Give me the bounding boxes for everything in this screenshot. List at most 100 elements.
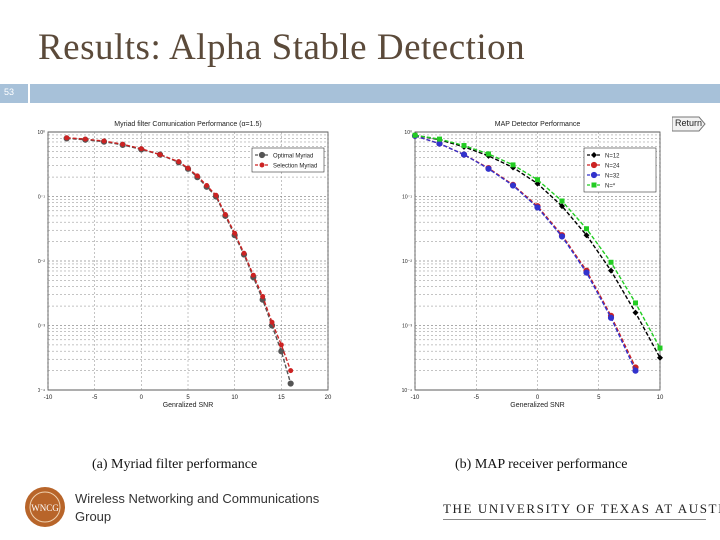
chart-b-legend-marker-0 [591,152,597,158]
chart-a-point-1 [120,141,126,147]
chart-a-legend-marker-1 [259,162,265,168]
caption-b: (b) MAP receiver performance [455,457,628,472]
chart-a-point-1 [185,165,191,171]
chart-b-point-3 [437,136,442,142]
chart-a-point-0 [278,348,285,355]
chart-a-point-1 [82,136,88,142]
chart-b-point-3 [633,300,638,306]
slide-title: Results: Alpha Stable Detection [38,27,526,68]
chart-b-x-tick: 10 [657,395,664,401]
chart-a-point-1 [288,368,294,374]
chart-b-point-3 [608,259,614,265]
chart-a-point-1 [213,192,219,198]
chart-b-y-tick: 10⁰ [404,130,412,136]
chart-b-point-2 [509,182,517,189]
chart-b-point-2 [558,233,566,240]
chart-b-point-2 [485,165,492,172]
chart-a-x-tick: 20 [325,395,332,401]
title-accent-bar [30,84,720,103]
chart-a-point-1 [138,146,144,152]
myriad-filter-chart: Myriad filter Comunication Performance (… [38,121,332,409]
chart-b-x-tick: -5 [474,395,480,401]
chart-a-point-1 [241,250,247,256]
chart-b-point-0 [657,354,663,361]
chart-b-point-3 [486,151,491,157]
chart-b-legend-marker-3 [591,182,597,188]
chart-a-x-tick: 5 [186,395,190,401]
chart-a-y-tick: 10⁰ [38,130,45,136]
university-name: THE UNIVERSITY OF TEXAS AT AUSTIN [443,501,720,516]
chart-b-point-2 [534,204,541,211]
logo-text: WNCG [31,503,59,513]
chart-a-legend-label-1: Selection Myriad [273,164,317,170]
chart-a-x-tick: -5 [92,395,98,401]
chart-b-point-2 [583,269,590,276]
chart-a-point-1 [101,138,107,144]
chart-a-x-label: Genralized SNR [163,402,214,409]
chart-a-point-1 [64,135,70,141]
footer-group-name: Wireless Networking and Communications G… [75,491,320,524]
chart-a-legend [251,147,325,173]
chart-b-point-3 [412,132,418,138]
chart-b-x-tick: -10 [411,395,420,401]
chart-a-point-1 [204,183,210,189]
chart-b-legend-marker-2 [590,171,598,179]
chart-b-point-0 [559,203,565,210]
chart-b-y-tick: 10⁻² [402,259,412,265]
chart-b-series-line-3 [414,134,661,349]
chart-a-y-tick: 10⁻¹ [38,195,45,201]
chart-b-point-3 [510,162,516,168]
chart-b-point-3 [461,143,467,149]
chart-b-series-line-2 [414,135,637,371]
chart-a-point-1 [194,173,200,179]
chart-b-point-0 [632,309,639,316]
chart-b-point-2 [632,367,639,374]
chart-a-point-1 [269,319,275,325]
return-button[interactable]: Return [672,116,706,132]
slide-number-box [0,84,28,103]
chart-a-point-0 [287,380,294,387]
chart-b-y-tick: 10⁻³ [402,324,412,330]
chart-b-point-2 [460,151,468,158]
return-label: Return [675,118,703,128]
slide-number: 53 [4,87,15,97]
chart-b-legend-marker-1 [590,161,598,169]
chart-a-y-tick: 10⁻² [38,259,45,265]
chart-b-point-2 [436,140,443,147]
chart-a-point-1 [176,159,182,165]
chart-b-point-3 [584,226,589,232]
chart-b-x-tick: 0 [536,395,540,401]
chart-a-point-1 [232,230,238,236]
chart-a-point-1 [157,152,163,158]
chart-a-point-1 [278,342,284,348]
chart-a-point-1 [250,272,256,278]
chart-a-x-tick: -10 [44,395,53,401]
chart-b-legend-label-1: N=24 [605,164,620,170]
chart-a-legend-marker-0 [258,151,266,159]
chart-b-point-0 [608,267,614,274]
chart-a-point-1 [222,212,228,218]
map-detector-chart: MAP Detector Performance -10 -5 0 5 10 10⁰ 10⁻¹… [402,121,664,409]
chart-b-point-2 [607,314,615,321]
chart-a-y-tick: 10⁻⁴ [38,388,45,394]
chart-a-point-1 [260,293,266,299]
chart-a-title: Myriad filter Comunication Performance (… [114,121,261,128]
chart-a-y-tick: 10⁻³ [38,324,45,330]
chart-b-x-tick: 5 [597,395,601,401]
chart-a-legend-label-0: Optimal Myriad [273,154,313,160]
chart-a-x-tick: 15 [278,395,285,401]
chart-b-point-3 [535,177,540,183]
chart-b-point-3 [559,198,565,204]
university-underline [443,519,706,520]
chart-b-legend-label-0: N=12 [605,154,620,160]
chart-a-x-tick: 10 [231,395,238,401]
chart-b-y-tick: 10⁻¹ [402,195,412,201]
chart-b-legend-label-3: N=* [605,184,616,190]
chart-b-point-0 [583,232,590,239]
chart-b-point-3 [657,345,663,351]
caption-a: (a) Myriad filter performance [92,457,258,472]
chart-a-x-tick: 0 [140,395,144,401]
chart-b-x-label: Generalized SNR [510,402,564,409]
chart-b-y-tick: 10⁻⁴ [402,388,412,394]
wncg-logo: WNCG [24,486,66,528]
